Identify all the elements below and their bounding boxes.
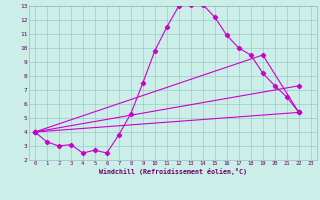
X-axis label: Windchill (Refroidissement éolien,°C): Windchill (Refroidissement éolien,°C) [99,168,247,175]
